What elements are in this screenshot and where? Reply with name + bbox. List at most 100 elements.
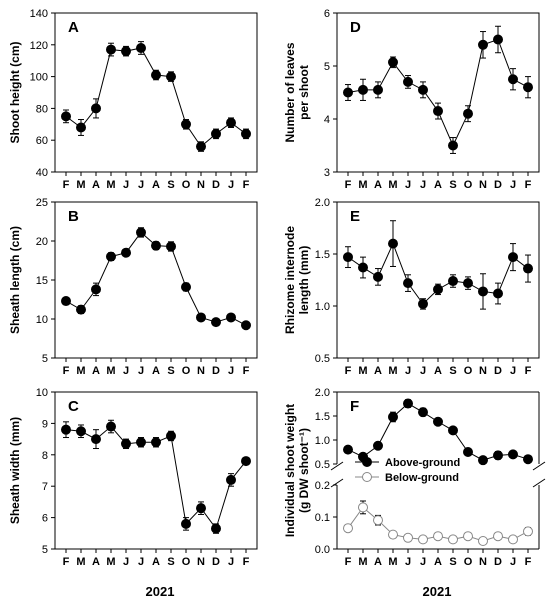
panel-c-point bbox=[121, 438, 131, 449]
panel-a-point bbox=[91, 103, 101, 114]
panel-d-letter: D bbox=[350, 19, 361, 36]
panel-a-x-tick-label: M bbox=[76, 179, 85, 191]
panel-a-x-tick-label: A bbox=[152, 179, 160, 191]
panel-c-x-tick-label: A bbox=[92, 556, 100, 568]
panel-f-y-axis-label: Individual shoot weight(g DW shoot⁻¹) bbox=[283, 404, 311, 537]
panel-f-axis-break-mark bbox=[330, 478, 344, 488]
panel-f-below-point bbox=[418, 534, 428, 545]
panel-f-above-point bbox=[508, 449, 518, 460]
panel-e-x-tick-label: A bbox=[374, 365, 382, 377]
panel-a-point bbox=[241, 128, 251, 139]
panel-b-x-tick-label: O bbox=[182, 365, 191, 377]
panel-e-frame bbox=[336, 201, 540, 359]
panel-e-x-tick-label: N bbox=[479, 365, 487, 377]
panel-a-x-tick-label: J bbox=[123, 179, 129, 191]
panel-f-x-tick-label: A bbox=[434, 556, 442, 568]
panel-a-x-tick-label: J bbox=[228, 179, 234, 191]
panel-e-y-tick-label: 2.0 bbox=[315, 197, 330, 209]
panel-a-point bbox=[151, 70, 161, 81]
panel-f-legend-marker bbox=[362, 457, 372, 467]
panel-a-letter: A bbox=[68, 19, 79, 36]
panel-b-x-tick-label: N bbox=[197, 365, 205, 377]
panel-d-x-tick-label: N bbox=[479, 179, 487, 191]
panel-e-x-tick-label: M bbox=[358, 365, 367, 377]
panel-d-x-tick-label: M bbox=[358, 179, 367, 191]
panel-f-below-point bbox=[388, 529, 398, 540]
panel-b-point bbox=[241, 320, 251, 331]
panel-d-point bbox=[388, 57, 398, 68]
panel-f-y-tick-label: 0.0 bbox=[315, 544, 330, 556]
panel-c-point bbox=[76, 426, 86, 437]
panel-f-x-tick-label: O bbox=[464, 556, 473, 568]
panel-b-x-tick-label: A bbox=[152, 365, 160, 377]
panel-d-x-tick-label: F bbox=[345, 179, 352, 191]
panel-b-y-axis-label: Sheath length (cm) bbox=[8, 226, 22, 334]
panel-e-x-tick-label: S bbox=[449, 365, 456, 377]
panel-d-point bbox=[403, 76, 413, 87]
panel-b-point bbox=[196, 312, 206, 323]
panel-e-x-tick-label: O bbox=[464, 365, 473, 377]
panel-a-x-tick-label: A bbox=[92, 179, 100, 191]
panel-e-x-tick-label: A bbox=[434, 365, 442, 377]
panel-c-letter: C bbox=[68, 398, 79, 415]
panel-b-point bbox=[181, 282, 191, 293]
panel-b-point bbox=[91, 284, 101, 295]
panel-e-y-axis-label: Rhizome internodelength (mm) bbox=[283, 226, 311, 334]
panel-b-x-tick-label: A bbox=[92, 365, 100, 377]
panel-a-point bbox=[76, 122, 86, 133]
panel-f-above-point bbox=[418, 407, 428, 418]
panel-c-point bbox=[241, 456, 251, 467]
panel-c-point bbox=[61, 424, 71, 435]
panel-e-x-tick-label: J bbox=[405, 365, 411, 377]
panel-d-point bbox=[508, 74, 518, 85]
panel-c-x-tick-label: S bbox=[167, 556, 174, 568]
panel-d-x-tick-label: A bbox=[374, 179, 382, 191]
panel-c-y-tick-label: 10 bbox=[36, 387, 48, 399]
panel-a-point bbox=[136, 42, 146, 53]
panel-d-y-axis-label: Number of leavesper shoot bbox=[283, 42, 311, 142]
panel-a-y-tick-label: 40 bbox=[36, 167, 48, 179]
panel-d-x-tick-label: S bbox=[449, 179, 456, 191]
panel-f-x-tick-label: S bbox=[449, 556, 456, 568]
panel-e-point bbox=[523, 263, 533, 274]
panel-d-x-tick-label: J bbox=[420, 179, 426, 191]
panel-d-y-tick-label: 5 bbox=[324, 61, 330, 73]
panel-d-y-tick-label: 6 bbox=[324, 8, 330, 20]
panel-f-y-tick-label: 0.2 bbox=[315, 480, 330, 492]
panel-e-x-tick-label: J bbox=[420, 365, 426, 377]
panel-e-point bbox=[493, 288, 503, 299]
panel-c-x-tick-label: M bbox=[106, 556, 115, 568]
panel-c-point bbox=[226, 474, 236, 485]
panel-c-x-tick-label: F bbox=[63, 556, 70, 568]
panel-a-point bbox=[61, 111, 71, 122]
panel-f-axis-break-mark bbox=[532, 478, 546, 488]
panel-b-x-tick-label: F bbox=[63, 365, 70, 377]
panel-c-point bbox=[211, 523, 221, 534]
panel-d-x-tick-label: O bbox=[464, 179, 473, 191]
panel-f-above-point bbox=[373, 440, 383, 451]
panel-b-x-tick-label: D bbox=[212, 365, 220, 377]
panel-b-y-tick-label: 15 bbox=[36, 275, 48, 287]
panel-f-x-tick-label: N bbox=[479, 556, 487, 568]
panel-a-x-tick-label: M bbox=[106, 179, 115, 191]
x-axis-year-left: 2021 bbox=[146, 584, 175, 599]
panel-e-point bbox=[478, 286, 488, 297]
panel-b-x-tick-label: M bbox=[106, 365, 115, 377]
panel-a-point bbox=[196, 141, 206, 152]
panel-c-point bbox=[136, 437, 146, 448]
panel-d-y-tick-label: 3 bbox=[324, 167, 330, 179]
panel-a-point bbox=[121, 46, 131, 57]
panel-f-below-point bbox=[433, 531, 443, 542]
panel-f-x-tick-label: M bbox=[388, 556, 397, 568]
panel-e-point bbox=[433, 284, 443, 295]
panel-d-point bbox=[373, 84, 383, 95]
panel-c-point bbox=[166, 430, 176, 441]
panel-f-x-tick-label: M bbox=[358, 556, 367, 568]
panel-e-point bbox=[373, 271, 383, 282]
panel-d-point bbox=[478, 39, 488, 50]
panel-c-y-tick-label: 7 bbox=[42, 481, 48, 493]
panel-f-y-tick-label: 1.0 bbox=[315, 435, 330, 447]
panel-b-point bbox=[151, 240, 161, 251]
panel-d-point bbox=[523, 82, 533, 93]
